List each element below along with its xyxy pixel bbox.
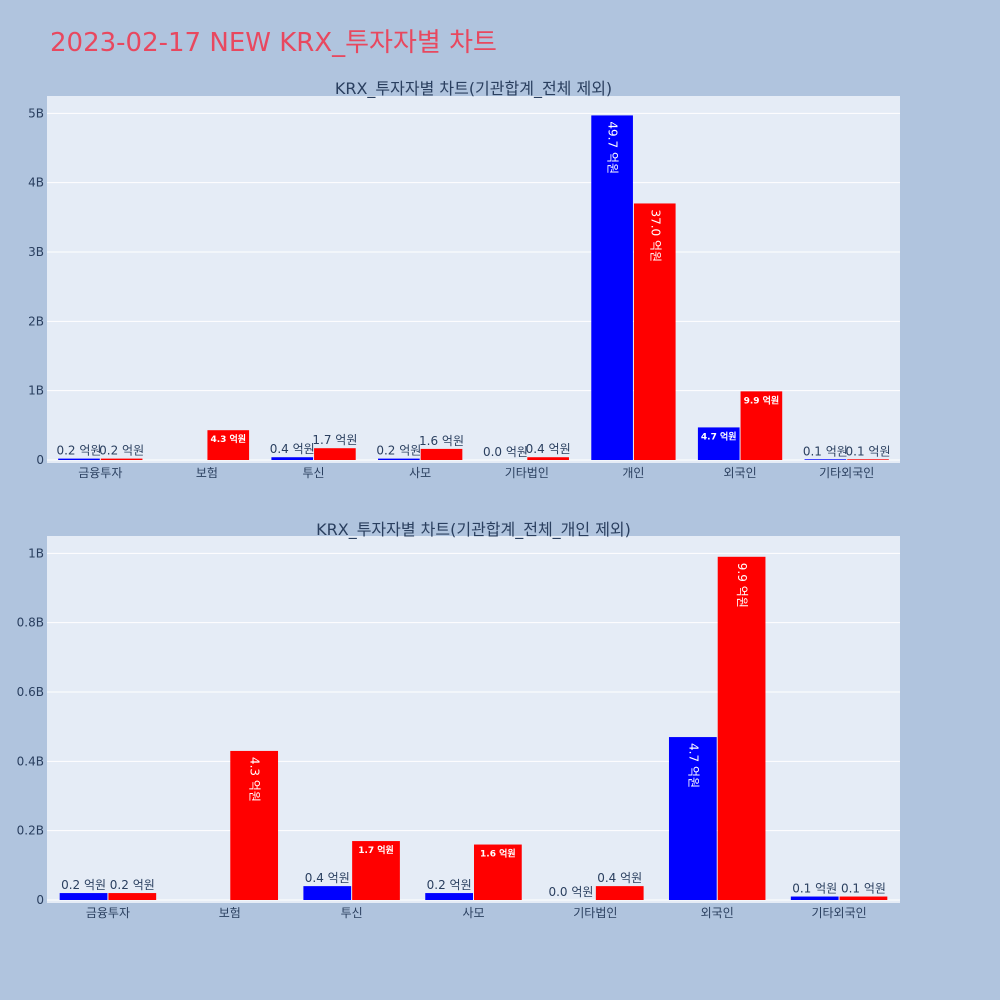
y-tick-label: 1B: [28, 546, 44, 560]
x-tick-label: 개인: [622, 466, 644, 480]
y-tick-label: 0.8B: [17, 616, 44, 630]
y-tick-label: 0.4B: [17, 754, 44, 768]
data-label: 0.1 억원: [803, 444, 848, 458]
x-tick-label: 투신: [303, 466, 325, 480]
x-tick-label: 기타외국인: [819, 466, 874, 480]
data-label: 0.1 억원: [846, 444, 891, 458]
x-tick-label: 금융투자: [78, 466, 122, 480]
bar: [474, 844, 522, 900]
bar: [314, 448, 356, 460]
data-label: 4.3 억원: [248, 757, 262, 802]
y-tick-label: 0: [36, 893, 44, 907]
bar: [847, 459, 889, 460]
bar: [108, 893, 157, 900]
data-label: 0.2 억원: [99, 444, 144, 458]
data-label: 4.7 억원: [701, 430, 737, 442]
bar: [100, 458, 143, 460]
bar: [717, 556, 766, 900]
y-tick-label: 4B: [28, 176, 44, 190]
y-tick-label: 2B: [28, 314, 44, 328]
y-tick-label: 0: [36, 453, 44, 467]
data-label: 9.9 억원: [744, 394, 780, 406]
x-tick-label: 사모: [409, 466, 431, 480]
data-label: 0.1 억원: [841, 882, 886, 896]
bar: [839, 896, 888, 900]
bar: [740, 391, 783, 460]
bar: [633, 203, 676, 460]
x-tick-label: 투신: [341, 906, 363, 920]
chart-title-1: KRX_투자자별 차트(기관합계_전체_개인 제외): [316, 520, 631, 540]
data-label: 1.6 억원: [480, 848, 516, 860]
bar: [527, 457, 569, 460]
y-tick-label: 0.6B: [17, 685, 44, 699]
x-tick-label: 보험: [219, 906, 241, 920]
x-tick-label: 외국인: [701, 906, 734, 920]
y-tick-label: 3B: [28, 245, 44, 259]
bar: [303, 886, 352, 900]
x-tick-label: 기타외국인: [811, 906, 866, 920]
y-tick-label: 0.2B: [17, 824, 44, 838]
bar: [230, 750, 279, 900]
x-tick-label: 보험: [196, 466, 218, 480]
bar: [352, 841, 400, 900]
x-tick-label: 기타법인: [505, 466, 549, 480]
data-label: 0.2 억원: [56, 444, 101, 458]
data-label: 49.7 억원: [606, 121, 620, 174]
chart-title-0: KRX_투자자별 차트(기관합계_전체 제외): [335, 79, 612, 99]
data-label: 4.3 억원: [210, 433, 246, 445]
page-title: 2023-02-17 NEW KRX_투자자별 차트: [50, 28, 497, 58]
data-label: 0.4 억원: [270, 442, 315, 456]
data-label: 0.0 억원: [548, 885, 593, 899]
bar: [591, 115, 633, 460]
data-label: 0.2 억원: [427, 878, 472, 892]
data-label: 0.2 억원: [376, 444, 421, 458]
bar: [59, 893, 108, 900]
data-label: 1.7 억원: [358, 844, 394, 856]
bar: [425, 893, 473, 900]
plot-background-1: [47, 536, 900, 903]
x-tick-label: 금융투자: [86, 906, 130, 920]
data-label: 0.4 억원: [305, 871, 350, 885]
data-label: 1.6 억원: [419, 434, 464, 448]
x-tick-label: 기타법인: [573, 906, 617, 920]
data-label: 4.7 억원: [686, 743, 700, 788]
x-tick-label: 외국인: [724, 466, 757, 480]
bar: [804, 459, 847, 460]
y-tick-label: 5B: [28, 106, 44, 120]
y-tick-label: 1B: [28, 384, 44, 398]
bar: [378, 458, 420, 460]
bar: [668, 737, 717, 900]
data-label: 0.4 억원: [597, 871, 642, 885]
data-label: 0.0 억원: [483, 445, 528, 459]
x-tick-label: 사모: [462, 906, 484, 920]
data-label: 0.1 억원: [792, 882, 837, 896]
bar: [271, 457, 314, 460]
bar: [790, 896, 839, 900]
data-label: 0.4 억원: [526, 442, 571, 456]
bar: [58, 458, 100, 460]
data-label: 0.2 억원: [110, 878, 155, 892]
bar: [420, 448, 463, 460]
bar: [595, 886, 644, 900]
bar: [207, 430, 250, 460]
bar: [697, 427, 740, 460]
data-label: 9.9 억원: [735, 563, 749, 608]
data-label: 1.7 억원: [312, 433, 357, 447]
data-label: 37.0 억원: [648, 209, 662, 262]
data-label: 0.2 억원: [61, 878, 106, 892]
